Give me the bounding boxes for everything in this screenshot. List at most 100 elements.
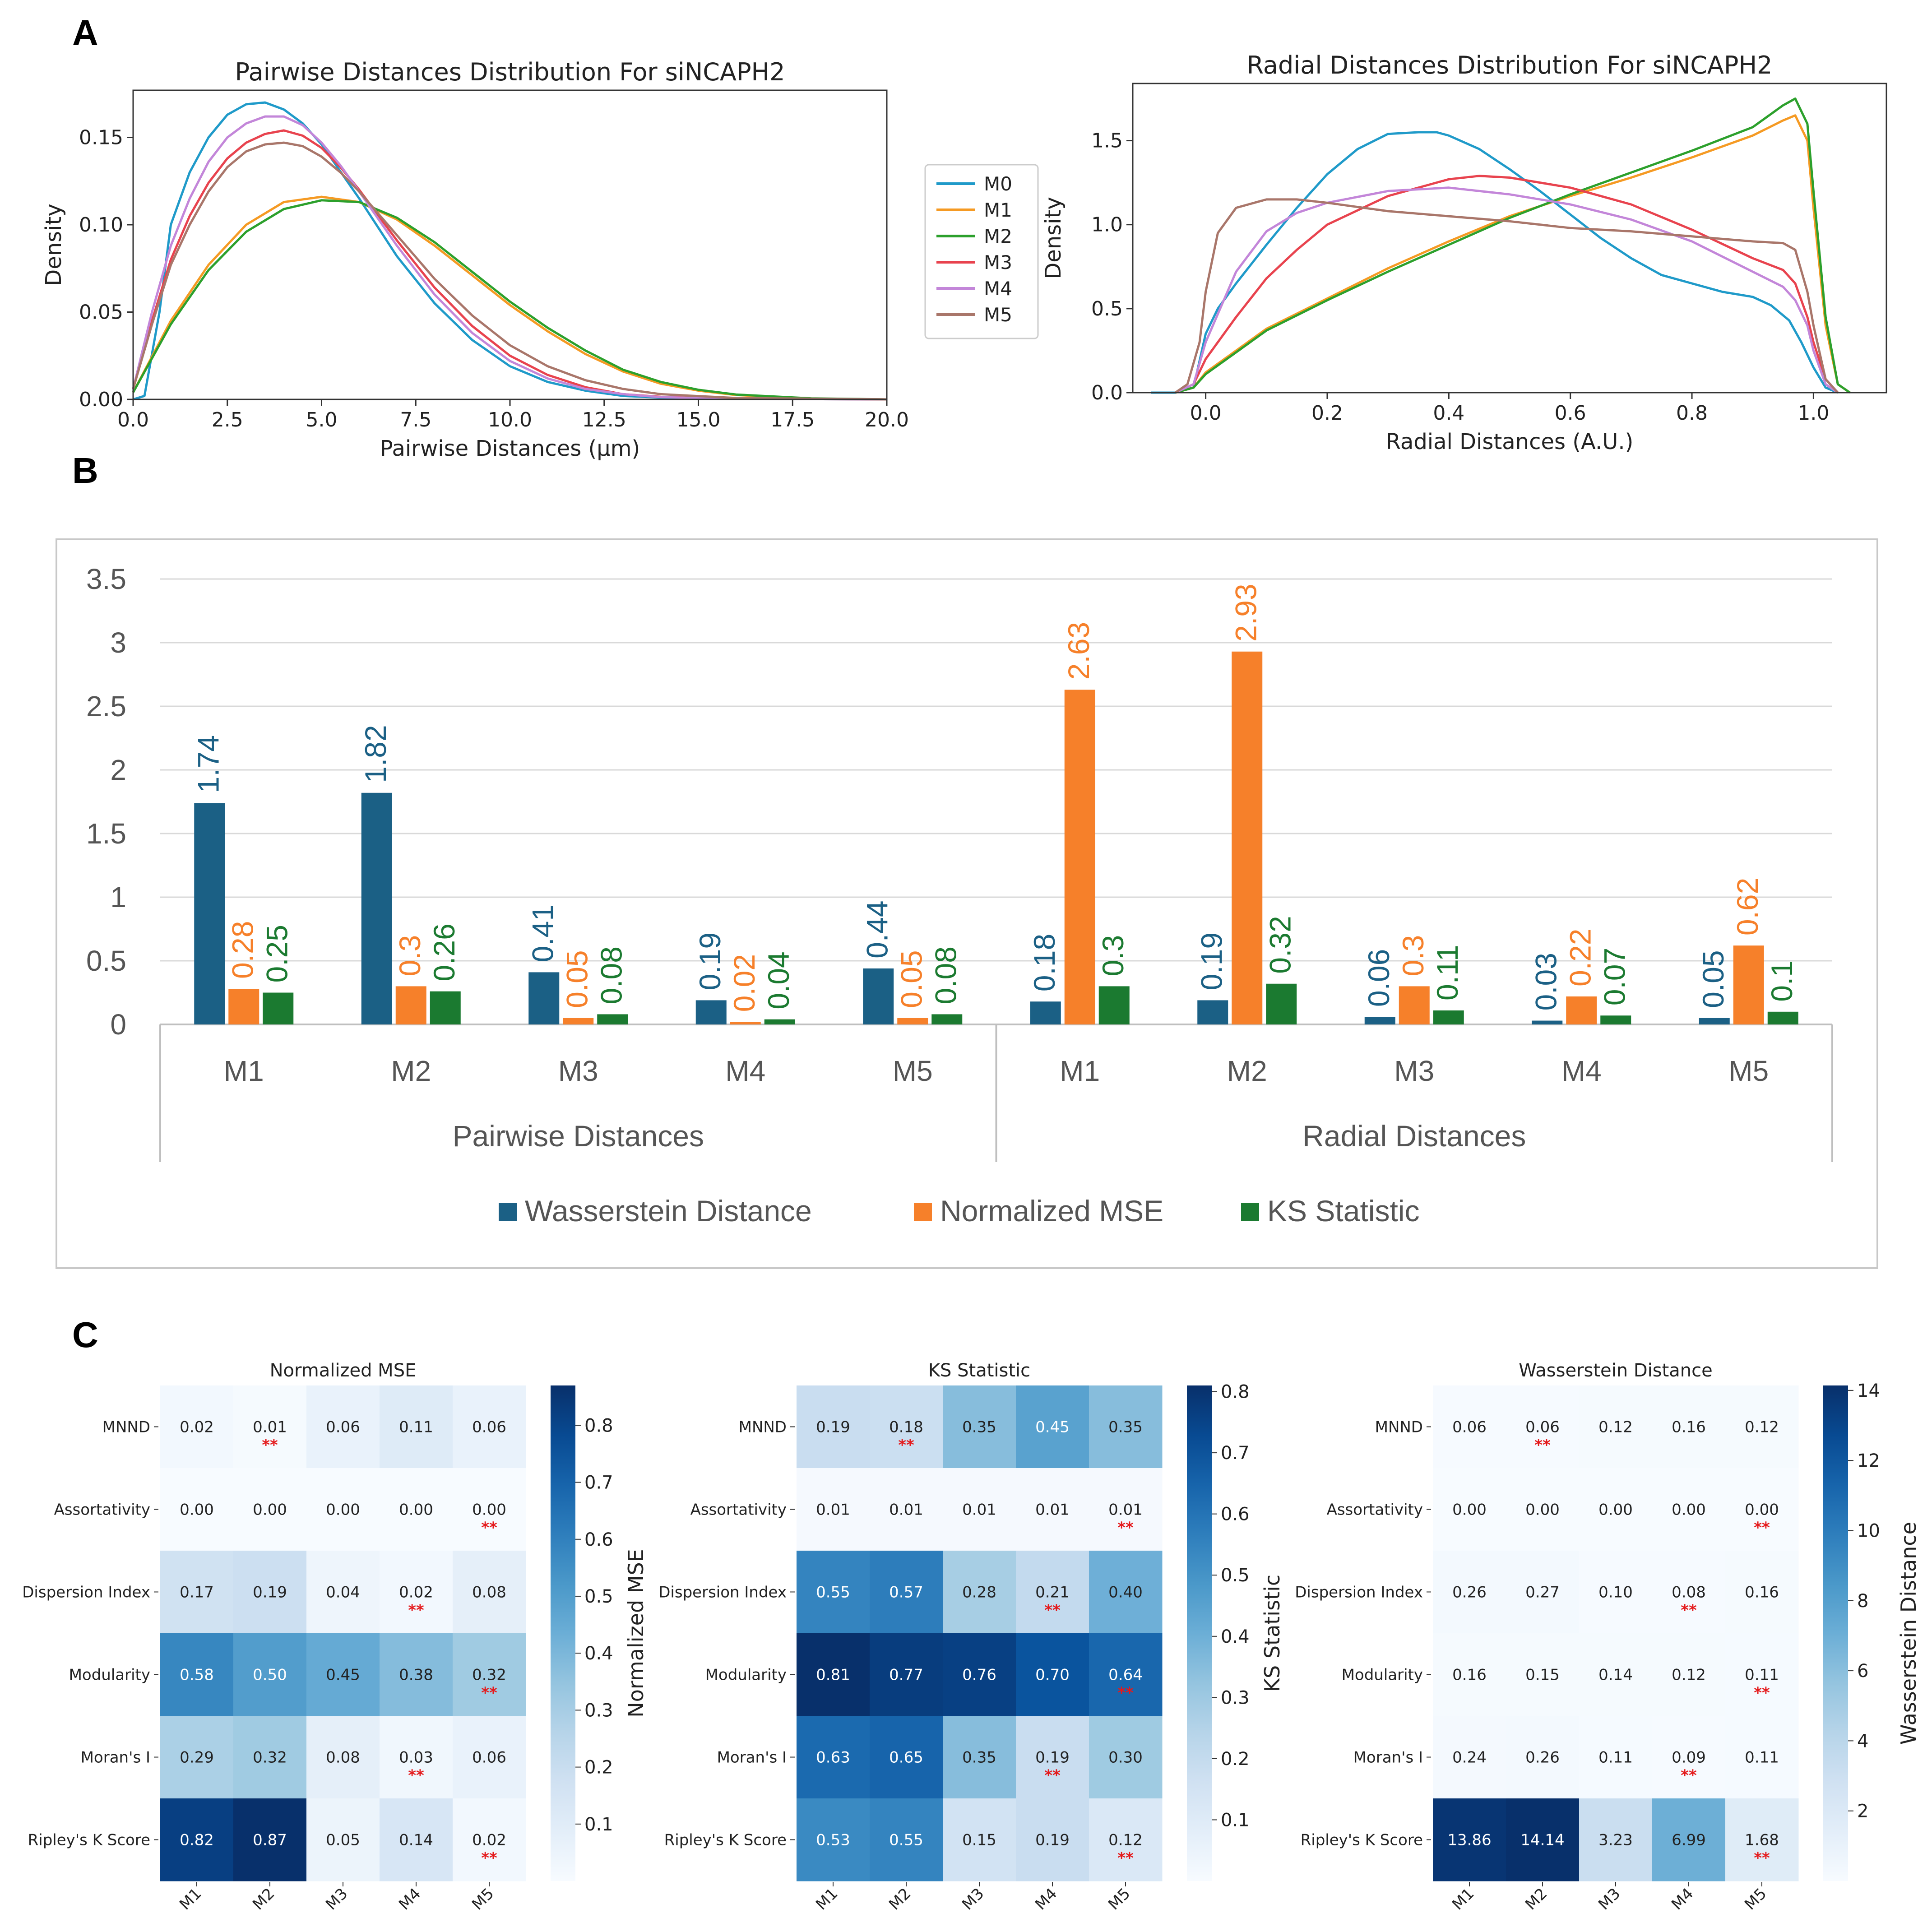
heatmap-cell bbox=[453, 1633, 526, 1716]
cell-value: 0.12 bbox=[1598, 1418, 1633, 1436]
legend-label: M4 bbox=[984, 278, 1012, 300]
y-tick-label: 0.5 bbox=[86, 945, 126, 977]
heatmap-cell bbox=[1579, 1385, 1653, 1469]
legend-label: M1 bbox=[984, 199, 1012, 221]
heatmap-cell bbox=[1016, 1468, 1089, 1551]
bar-normalized-mse bbox=[1733, 945, 1764, 1024]
heatmap-cell bbox=[870, 1798, 943, 1881]
heatmap-cell bbox=[306, 1468, 380, 1551]
col-label: M2 bbox=[1522, 1885, 1551, 1913]
cell-value: 0.77 bbox=[889, 1666, 923, 1684]
cell-value: 0.70 bbox=[1035, 1666, 1070, 1684]
plot-frame bbox=[1132, 83, 1887, 394]
row-label: Ripley's K Score bbox=[1301, 1831, 1423, 1849]
heatmap-cell bbox=[160, 1633, 234, 1716]
heatmap-cell bbox=[233, 1633, 307, 1716]
bar-value-label: 1.82 bbox=[359, 725, 392, 783]
colorbar-tick-label: 0.8 bbox=[584, 1415, 613, 1436]
bar-normalized-mse bbox=[228, 989, 259, 1024]
cell-value: 0.45 bbox=[326, 1666, 360, 1684]
panel-letter-a: A bbox=[72, 13, 98, 53]
x-tick-label: 0.4 bbox=[1433, 402, 1464, 425]
bar-ks-statistic bbox=[1767, 1011, 1798, 1024]
cell-value: 0.08 bbox=[326, 1749, 360, 1767]
cell-value: 13.86 bbox=[1447, 1831, 1491, 1849]
bar-value-label: 0.19 bbox=[1195, 932, 1228, 990]
heatmap-cell bbox=[1089, 1633, 1163, 1716]
cell-value: 0.02 bbox=[180, 1418, 214, 1436]
cell-value: 0.32 bbox=[472, 1666, 506, 1684]
heatmap-cell bbox=[797, 1551, 870, 1634]
heatmap-cell bbox=[797, 1798, 870, 1881]
cell-value: 0.00 bbox=[253, 1501, 287, 1519]
cell-value: 0.01 bbox=[816, 1501, 850, 1519]
heatmap-cell bbox=[1725, 1385, 1799, 1469]
cell-value: 0.03 bbox=[399, 1749, 433, 1767]
cell-value: 0.19 bbox=[816, 1418, 850, 1436]
heatmap-cell bbox=[943, 1716, 1016, 1799]
heatmap-cell bbox=[453, 1551, 526, 1634]
bar-value-label: 0.1 bbox=[1765, 960, 1798, 1002]
heatmap-cell bbox=[1016, 1798, 1089, 1881]
bar-value-label: 0.3 bbox=[1396, 935, 1430, 977]
heatmap-cell bbox=[1089, 1551, 1163, 1634]
bar-wasserstein-distance bbox=[695, 1000, 727, 1024]
bar-value-label: 0.08 bbox=[594, 946, 628, 1004]
cell-value: 0.57 bbox=[889, 1584, 923, 1602]
heatmap-cell bbox=[1506, 1468, 1580, 1551]
kde-line-m5 bbox=[1174, 198, 1839, 394]
cell-value: 0.16 bbox=[1672, 1418, 1706, 1436]
cell-value: 0.12 bbox=[1672, 1666, 1706, 1684]
heatmap-cell bbox=[1089, 1798, 1163, 1881]
heatmap-cell bbox=[1579, 1468, 1653, 1551]
bar-value-label: 0.06 bbox=[1362, 949, 1395, 1007]
significance-marker: ** bbox=[481, 1849, 497, 1867]
heatmap-cell bbox=[1089, 1716, 1163, 1799]
col-label: M5 bbox=[1741, 1885, 1770, 1913]
colorbar-tick-label: 0.1 bbox=[1221, 1810, 1250, 1830]
cell-value: 0.12 bbox=[1108, 1831, 1143, 1849]
cell-value: 0.40 bbox=[1108, 1584, 1143, 1602]
heatmap-cell bbox=[1433, 1798, 1506, 1881]
heatmap-cell bbox=[870, 1716, 943, 1799]
bar-ks-statistic bbox=[1266, 983, 1297, 1024]
bar-ks-statistic bbox=[263, 992, 294, 1024]
colorbar-tick-label: 10 bbox=[1857, 1520, 1880, 1541]
heatmap-cell bbox=[306, 1716, 380, 1799]
colorbar-tick-label: 0.7 bbox=[584, 1473, 613, 1493]
y-tick-label: 0.10 bbox=[79, 213, 123, 236]
heatmap-cell bbox=[1652, 1551, 1726, 1634]
cell-value: 0.01 bbox=[1108, 1501, 1143, 1519]
legend-label: M2 bbox=[984, 225, 1012, 247]
group-label: Radial Distances bbox=[1302, 1119, 1526, 1153]
bar-ks-statistic bbox=[597, 1014, 628, 1024]
heatmap-cell bbox=[306, 1551, 380, 1634]
heatmap-cell bbox=[380, 1468, 453, 1551]
cell-value: 0.55 bbox=[816, 1584, 850, 1602]
heatmap-cell bbox=[233, 1716, 307, 1799]
cell-value: 0.06 bbox=[472, 1418, 506, 1436]
significance-marker: ** bbox=[1044, 1602, 1061, 1620]
cell-value: 0.30 bbox=[1108, 1749, 1143, 1767]
bar-value-label: 0.18 bbox=[1028, 934, 1061, 991]
category-label: M4 bbox=[1561, 1055, 1602, 1087]
x-tick-label: 0.8 bbox=[1676, 402, 1708, 425]
bar-wasserstein-distance bbox=[361, 792, 392, 1024]
colorbar-tick-label: 0.6 bbox=[584, 1529, 613, 1550]
bar-wasserstein-distance bbox=[863, 968, 894, 1024]
chart-title: Radial Distances Distribution For siNCAP… bbox=[1247, 51, 1773, 79]
heatmap-cell bbox=[233, 1798, 307, 1881]
cell-value: 0.11 bbox=[1745, 1666, 1779, 1684]
colorbar-tick-label: 14 bbox=[1857, 1381, 1880, 1401]
bar-wasserstein-distance bbox=[1699, 1018, 1730, 1024]
col-label: M4 bbox=[395, 1885, 424, 1913]
x-tick-label: 0.0 bbox=[1190, 402, 1222, 425]
row-label: Moran's I bbox=[81, 1749, 150, 1767]
heatmap-cell bbox=[1652, 1798, 1726, 1881]
legend-label: Normalized MSE bbox=[940, 1194, 1163, 1228]
heatmap-cell bbox=[943, 1633, 1016, 1716]
y-tick-label: 0.15 bbox=[79, 126, 123, 149]
kde-line-m4 bbox=[1175, 186, 1839, 394]
cell-value: 0.45 bbox=[1035, 1418, 1070, 1436]
kde-line-m2 bbox=[1175, 97, 1851, 394]
